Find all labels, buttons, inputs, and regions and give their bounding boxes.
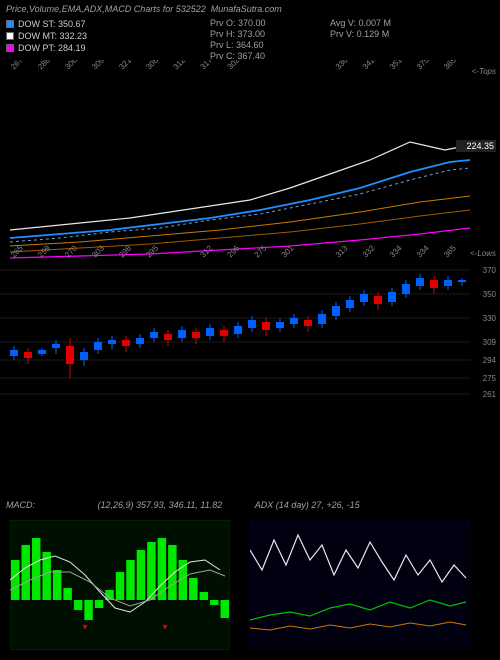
legend-item: DOW MT: 332.23: [6, 30, 87, 42]
legend-item: DOW PT: 284.19: [6, 42, 87, 54]
svg-text:224.35: 224.35: [466, 141, 494, 151]
svg-text:▾: ▾: [82, 622, 87, 633]
svg-text:309: 309: [483, 338, 497, 347]
svg-text:261: 261: [483, 390, 497, 399]
page-title: Price,Volume,EMA,ADX,MACD Charts for 532…: [0, 0, 500, 18]
candlestick-chart: 370 350 330 309 294 275 261: [0, 260, 500, 400]
legend-label: DOW PT: 284.19: [18, 42, 86, 54]
legend-color-icon: [6, 20, 14, 28]
svg-text:▾: ▾: [162, 622, 167, 633]
svg-text:330: 330: [483, 314, 497, 323]
legend-label: DOW MT: 332.23: [18, 30, 87, 42]
svg-text:350: 350: [483, 290, 497, 299]
ohlc-info: Prv O: 370.00 Prv H: 373.00 Prv L: 364.6…: [210, 18, 266, 62]
macd-histogram-chart: ▾▾: [10, 520, 230, 650]
svg-text:<-Tops: <-Tops: [472, 67, 496, 76]
legend: DOW ST: 350.67DOW MT: 332.23DOW PT: 284.…: [6, 18, 87, 54]
macd-label: MACD: (12,26,9) 357.93, 346.11, 11.82 AD…: [6, 500, 360, 510]
svg-text:370: 370: [483, 266, 497, 275]
legend-label: DOW ST: 350.67: [18, 18, 86, 30]
adx-chart: [250, 520, 470, 650]
ema-line-chart: 2672883063093213083123173023363423513753…: [0, 60, 500, 260]
legend-item: DOW ST: 350.67: [6, 18, 87, 30]
svg-text:<-Lows: <-Lows: [470, 249, 496, 258]
legend-color-icon: [6, 44, 14, 52]
volume-info: Avg V: 0.007 M Prv V: 0.129 M: [330, 18, 391, 40]
svg-text:294: 294: [483, 356, 497, 365]
legend-color-icon: [6, 32, 14, 40]
svg-text:275: 275: [483, 374, 497, 383]
